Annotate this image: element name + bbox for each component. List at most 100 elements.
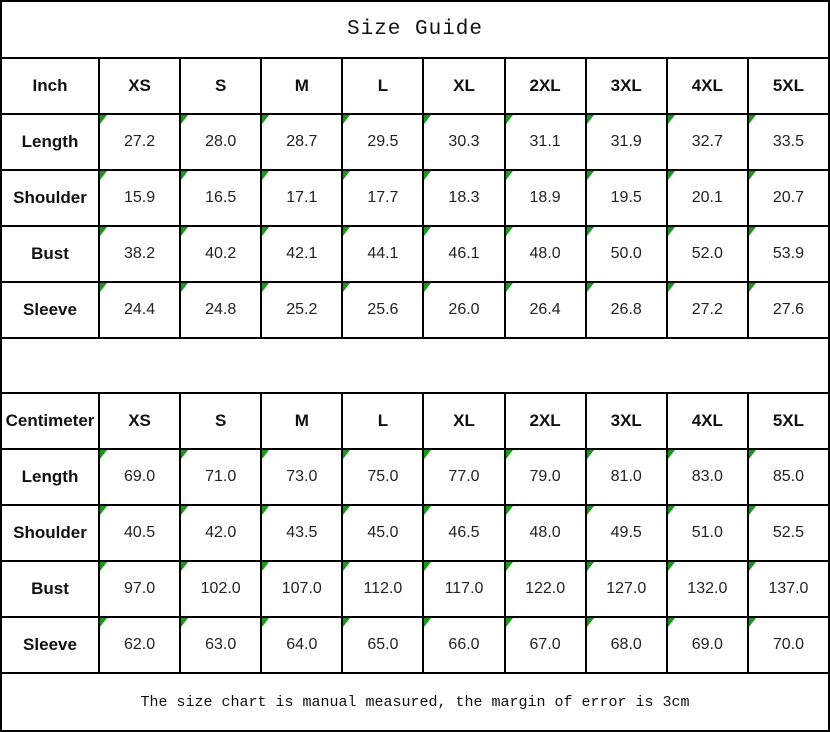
measurement-value-cell: 27.2 bbox=[97, 113, 182, 171]
size-header-cell: 3XL bbox=[584, 57, 668, 115]
measurement-value-cell: 112.0 bbox=[341, 560, 425, 618]
measurement-value-cell: 48.0 bbox=[503, 504, 587, 562]
stored-as-text-indicator-icon bbox=[101, 507, 107, 515]
cell-value: 20.7 bbox=[772, 189, 804, 206]
measurement-value-cell: 81.0 bbox=[584, 448, 668, 506]
cell-value: 24.8 bbox=[205, 301, 237, 318]
stored-as-text-indicator-icon bbox=[749, 228, 756, 236]
stored-as-text-indicator-icon bbox=[182, 284, 189, 292]
cell-value: 62.0 bbox=[123, 636, 156, 653]
stored-as-text-indicator-icon bbox=[182, 451, 189, 459]
unit-header-cell: Centimeter bbox=[0, 392, 100, 450]
measurement-value-cell: 18.9 bbox=[503, 169, 587, 227]
measurement-value-cell: 107.0 bbox=[260, 560, 344, 618]
cell-value: 42.0 bbox=[205, 524, 237, 541]
stored-as-text-indicator-icon bbox=[506, 172, 513, 180]
stored-as-text-indicator-icon bbox=[749, 284, 756, 292]
stored-as-text-indicator-icon bbox=[344, 507, 351, 515]
measurement-value-cell: 46.5 bbox=[422, 504, 506, 562]
measurement-value-cell: 71.0 bbox=[179, 448, 263, 506]
stored-as-text-indicator-icon bbox=[344, 172, 351, 180]
measurement-value-cell: 18.3 bbox=[422, 169, 506, 227]
cell-value: 52.0 bbox=[691, 245, 723, 262]
measurement-value-cell: 77.0 bbox=[422, 448, 506, 506]
size-header-cell: 2XL bbox=[503, 57, 587, 115]
cell-value: 20.1 bbox=[691, 189, 723, 206]
stored-as-text-indicator-icon bbox=[749, 451, 756, 459]
measurement-value-cell: 117.0 bbox=[422, 560, 506, 618]
stored-as-text-indicator-icon bbox=[263, 619, 270, 627]
stored-as-text-indicator-icon bbox=[506, 451, 513, 459]
measurement-value-cell: 69.0 bbox=[665, 616, 749, 674]
cell-value: 102.0 bbox=[200, 580, 241, 597]
measurement-value-cell: 83.0 bbox=[665, 448, 749, 506]
cell-value: 17.7 bbox=[367, 189, 399, 206]
measurement-value-cell: 69.0 bbox=[97, 448, 182, 506]
cell-value: 26.0 bbox=[448, 301, 480, 318]
measurement-label-cell: Bust bbox=[0, 225, 100, 283]
cell-value: 48.0 bbox=[529, 524, 561, 541]
measurement-value-cell: 40.5 bbox=[97, 504, 182, 562]
cell-value: 70.0 bbox=[772, 636, 804, 653]
measurement-value-cell: 15.9 bbox=[97, 169, 182, 227]
stored-as-text-indicator-icon bbox=[263, 563, 270, 571]
cell-value: 49.5 bbox=[610, 524, 642, 541]
cell-value: 52.5 bbox=[772, 524, 804, 541]
cell-value: 79.0 bbox=[529, 468, 561, 485]
cell-value: 38.2 bbox=[123, 245, 156, 262]
stored-as-text-indicator-icon bbox=[182, 228, 189, 236]
measurement-value-cell: 26.4 bbox=[503, 281, 587, 339]
unit-header-cell: Inch bbox=[0, 57, 100, 115]
cell-value: 83.0 bbox=[691, 468, 723, 485]
cell-value: 43.5 bbox=[286, 524, 318, 541]
cell-value: 40.5 bbox=[123, 524, 156, 541]
stored-as-text-indicator-icon bbox=[587, 563, 594, 571]
title-row: Size Guide bbox=[0, 0, 830, 59]
cell-value: 64.0 bbox=[286, 636, 318, 653]
cell-value: 50.0 bbox=[610, 245, 642, 262]
measurement-value-cell: 31.1 bbox=[503, 113, 587, 171]
size-header-cell: S bbox=[179, 57, 263, 115]
stored-as-text-indicator-icon bbox=[263, 451, 270, 459]
measurement-value-cell: 25.6 bbox=[341, 281, 425, 339]
measurement-value-cell: 42.1 bbox=[260, 225, 344, 283]
size-header-cell: 2XL bbox=[503, 392, 587, 450]
stored-as-text-indicator-icon bbox=[344, 451, 351, 459]
measurement-value-cell: 70.0 bbox=[746, 616, 830, 674]
cell-value: 75.0 bbox=[367, 468, 399, 485]
cell-value: 137.0 bbox=[768, 580, 809, 597]
measurement-value-cell: 26.8 bbox=[584, 281, 668, 339]
cell-value: 27.2 bbox=[123, 133, 156, 150]
cell-value: 18.9 bbox=[529, 189, 561, 206]
stored-as-text-indicator-icon bbox=[101, 116, 107, 124]
measurement-value-cell: 20.1 bbox=[665, 169, 749, 227]
table-row: Bust 97.0 102.0 107.0 112.0 117.0 122.0 … bbox=[0, 560, 830, 618]
stored-as-text-indicator-icon bbox=[101, 563, 107, 571]
size-header-cell: XS bbox=[97, 392, 182, 450]
stored-as-text-indicator-icon bbox=[263, 116, 270, 124]
stored-as-text-indicator-icon bbox=[425, 228, 432, 236]
stored-as-text-indicator-icon bbox=[587, 451, 594, 459]
measurement-value-cell: 53.9 bbox=[746, 225, 830, 283]
cell-value: 51.0 bbox=[691, 524, 723, 541]
measurement-value-cell: 28.7 bbox=[260, 113, 344, 171]
stored-as-text-indicator-icon bbox=[587, 507, 594, 515]
table-row: Shoulder 15.9 16.5 17.1 17.7 18.3 18.9 1… bbox=[0, 169, 830, 227]
measurement-value-cell: 43.5 bbox=[260, 504, 344, 562]
cell-value: 42.1 bbox=[286, 245, 318, 262]
measurement-value-cell: 46.1 bbox=[422, 225, 506, 283]
stored-as-text-indicator-icon bbox=[344, 563, 351, 571]
measurement-value-cell: 17.1 bbox=[260, 169, 344, 227]
table-row: Bust 38.2 40.2 42.1 44.1 46.1 48.0 50.0 … bbox=[0, 225, 830, 283]
measurement-value-cell: 26.0 bbox=[422, 281, 506, 339]
measurement-value-cell: 79.0 bbox=[503, 448, 587, 506]
size-header-cell: XL bbox=[422, 392, 506, 450]
stored-as-text-indicator-icon bbox=[749, 619, 756, 627]
spacer-cell bbox=[0, 337, 830, 394]
cell-value: 69.0 bbox=[691, 636, 723, 653]
stored-as-text-indicator-icon bbox=[263, 507, 270, 515]
measurement-value-cell: 63.0 bbox=[179, 616, 263, 674]
stored-as-text-indicator-icon bbox=[749, 116, 756, 124]
stored-as-text-indicator-icon bbox=[506, 619, 513, 627]
